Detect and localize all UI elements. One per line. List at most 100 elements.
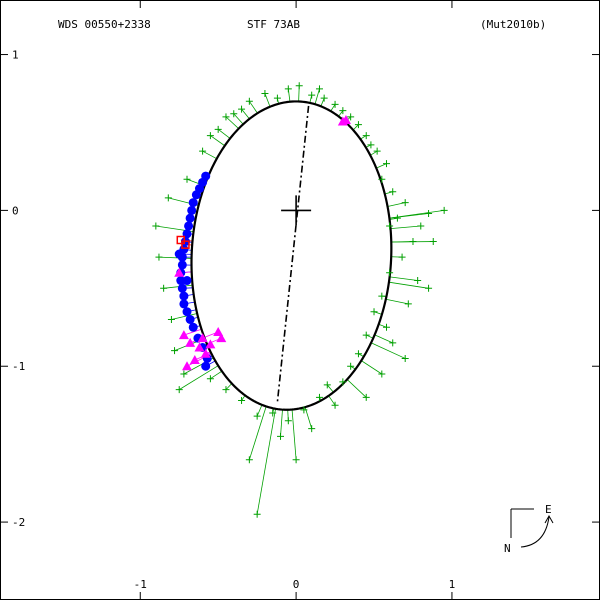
residual-line — [248, 406, 267, 460]
data-point-square — [176, 235, 186, 245]
residual-line — [233, 113, 244, 125]
data-point-plus — [308, 91, 316, 99]
y-tick-label-3: -2 — [12, 516, 25, 529]
data-point-plus — [180, 370, 188, 378]
data-point-plus — [414, 277, 422, 285]
data-point-triangle — [340, 115, 351, 124]
residual-line — [183, 328, 202, 336]
data-point-plus — [230, 110, 238, 118]
data-point-plus — [261, 90, 269, 98]
data-point-plus — [354, 350, 362, 358]
line-of-nodes — [276, 105, 310, 403]
data-point-triangle — [205, 339, 216, 349]
x-tick-label-0: -1 — [134, 578, 147, 591]
data-point-plus — [362, 393, 370, 401]
data-point-circle — [182, 307, 192, 317]
residual-line — [338, 110, 344, 117]
data-point-plus — [253, 412, 261, 420]
residual-line — [346, 379, 367, 398]
data-point-plus — [331, 100, 339, 108]
data-point-triangle — [200, 348, 211, 358]
data-point-plus — [398, 253, 406, 261]
data-point-plus — [373, 147, 381, 155]
data-point-plus — [393, 214, 401, 222]
data-point-square — [181, 240, 190, 249]
data-point-plus — [315, 393, 323, 401]
data-point-plus — [378, 370, 386, 378]
data-point-plus — [164, 194, 172, 202]
data-point-plus — [362, 132, 370, 140]
data-point-plus — [214, 125, 222, 133]
data-point-triangle — [178, 330, 189, 340]
data-point-circle — [185, 213, 195, 223]
data-point-plus — [222, 386, 230, 394]
residual-line — [385, 298, 409, 305]
residual-line — [225, 116, 239, 129]
x-tick-label-2: 1 — [449, 578, 456, 591]
data-point-plus — [155, 253, 163, 261]
data-point-plus — [386, 222, 394, 230]
data-point-plus — [171, 347, 179, 355]
orbit-layer — [190, 100, 393, 411]
data-point-triangle — [185, 337, 196, 347]
residual-line — [352, 124, 359, 131]
residual-line — [361, 360, 383, 375]
data-point-plus — [347, 113, 355, 121]
residual-line — [328, 395, 336, 406]
data-point-plus — [440, 206, 448, 214]
data-point-plus — [284, 85, 292, 93]
data-point-plus — [238, 105, 246, 113]
residual-line — [291, 409, 297, 460]
data-point-circle — [182, 276, 192, 286]
data-point-circle — [201, 361, 211, 371]
data-point-plus — [404, 300, 412, 308]
data-point-plus — [292, 456, 300, 464]
orbit-ellipse — [190, 100, 393, 411]
data-point-plus — [378, 175, 386, 183]
residual-line — [249, 101, 258, 114]
x-tick-label-1: 0 — [293, 578, 300, 591]
data-point-plus — [222, 113, 230, 121]
compass-north-label: N — [504, 542, 511, 555]
data-point-plus — [320, 94, 328, 102]
residual-line — [217, 129, 231, 139]
data-point-plus — [409, 238, 417, 246]
primary-star-icon — [281, 195, 312, 226]
data-point-plus — [269, 409, 277, 417]
data-point-plus — [382, 160, 390, 168]
data-point-plus — [417, 222, 425, 230]
data-point-plus — [331, 401, 339, 409]
residual-line — [370, 150, 378, 156]
residual-line — [225, 383, 233, 390]
data-point-plus — [401, 354, 409, 362]
data-point-triangle — [213, 326, 224, 336]
data-point-plus — [277, 432, 285, 440]
compass-arrowhead-icon — [544, 514, 554, 524]
residual-line — [389, 276, 418, 281]
data-point-plus — [315, 85, 323, 93]
data-point-circle — [177, 260, 187, 270]
data-point-plus — [367, 141, 375, 149]
data-point-plus — [425, 210, 433, 218]
compass-arrow — [520, 516, 550, 548]
data-point-triangle — [197, 333, 208, 343]
data-point-plus — [238, 397, 246, 405]
compass-frame — [510, 508, 534, 538]
residual-line — [202, 150, 217, 160]
data-point-plus — [401, 199, 409, 207]
residual-line — [330, 104, 336, 112]
residual-line — [256, 404, 263, 417]
data-point-plus — [284, 417, 292, 425]
compass-east-label: E — [545, 503, 552, 516]
residual-line — [376, 163, 387, 169]
residual-line — [378, 323, 387, 328]
data-point-plus — [273, 94, 281, 102]
data-point-circle — [174, 249, 184, 259]
data-point-circle — [191, 190, 201, 200]
data-point-plus — [206, 132, 214, 140]
data-point-circle — [184, 221, 194, 231]
data-point-circle — [177, 283, 187, 293]
residual-line — [388, 281, 429, 289]
